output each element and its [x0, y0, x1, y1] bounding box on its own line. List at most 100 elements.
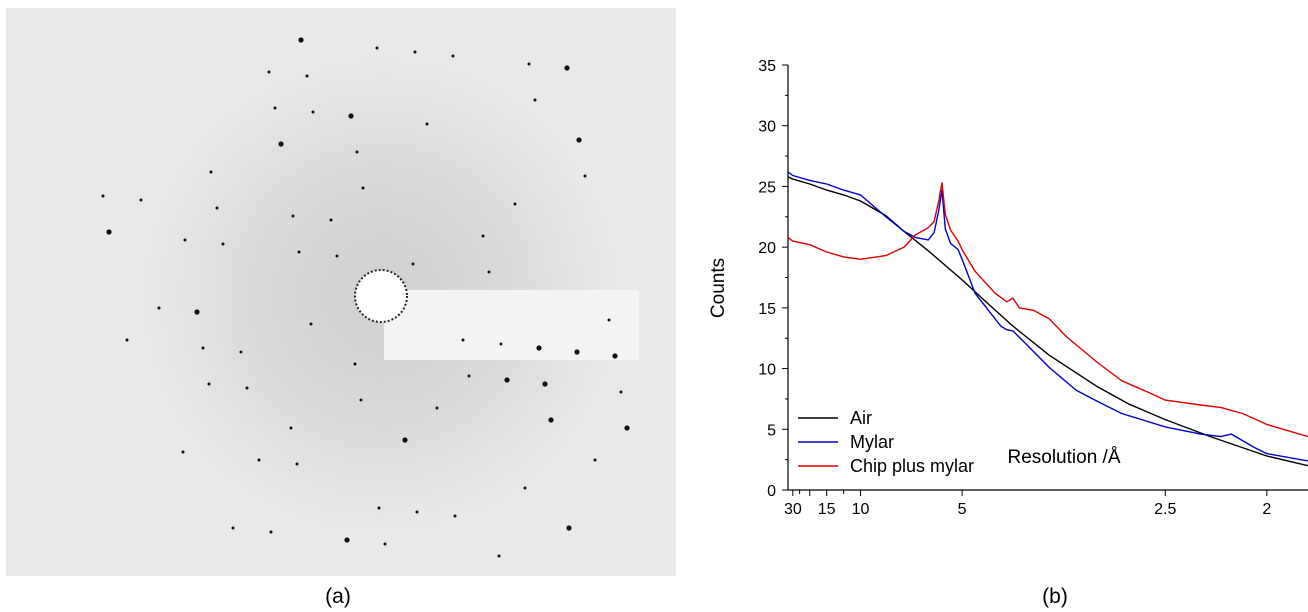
diffraction-image [6, 8, 676, 576]
y-tick-label: 0 [767, 483, 776, 500]
diffraction-spot [298, 37, 304, 43]
diffraction-spot [273, 106, 277, 110]
diffraction-spot [402, 437, 408, 443]
diffraction-spot [355, 150, 359, 154]
diffraction-spot [183, 238, 187, 242]
y-tick-label: 30 [758, 119, 776, 136]
diffraction-spot [267, 70, 271, 74]
diffraction-spot [619, 390, 623, 394]
diffraction-spot [542, 381, 548, 387]
legend-label: Chip plus mylar [850, 456, 974, 476]
diffraction-spot [504, 377, 510, 383]
diffraction-spot [548, 417, 554, 423]
diffraction-spot [461, 338, 465, 342]
diffraction-spot [497, 554, 501, 558]
diffraction-spot [209, 170, 213, 174]
resolution-chart: Counts 0 5 10 15 20 25 30 35 30 15 10 5 2.5 2 Air Myl… [708, 58, 1308, 518]
diffraction-spot [278, 141, 284, 147]
series-line-air [787, 176, 1308, 467]
diffraction-spot [125, 338, 129, 342]
y-tick-label: 15 [758, 301, 776, 318]
diffraction-spot [574, 349, 580, 355]
diffraction-spot [231, 526, 235, 530]
diffraction-spot [583, 174, 587, 178]
x-axis-label: Resolution /Å [1007, 447, 1120, 468]
diffraction-spot [106, 229, 112, 235]
diffraction-spot [139, 198, 143, 202]
diffraction-spot [207, 382, 211, 386]
y-axis: 0 5 10 15 20 25 30 35 [758, 58, 789, 500]
legend-label: Air [850, 408, 872, 428]
diffraction-spot [353, 362, 357, 366]
legend: Air Mylar Chip plus mylar [798, 408, 974, 476]
diffraction-spot [435, 406, 439, 410]
x-axis: 30 15 10 5 2.5 2 [784, 489, 1308, 518]
diffraction-spot [221, 242, 225, 246]
diffraction-spot [453, 514, 457, 518]
series-line-mylar [787, 171, 1308, 462]
y-tick-label: 35 [758, 58, 776, 75]
series-lines [787, 171, 1308, 467]
y-tick-label: 5 [767, 422, 776, 439]
y-axis-label: Counts [708, 258, 729, 318]
diffraction-spot [451, 54, 455, 58]
diffraction-spot [413, 50, 417, 54]
diffraction-spot [415, 510, 419, 514]
diffraction-spot [215, 206, 219, 210]
diffraction-spot [344, 537, 350, 543]
diffraction-spot [239, 350, 243, 354]
diffraction-spot [194, 309, 200, 315]
diffraction-spot [291, 214, 295, 218]
diffraction-spot [607, 318, 611, 322]
diffraction-spot [181, 450, 185, 454]
diffraction-spot [564, 65, 570, 71]
diffraction-spot [157, 306, 161, 310]
diffraction-spot [487, 270, 491, 274]
diffraction-spot [201, 346, 205, 350]
diffraction-spot [375, 46, 379, 50]
diffraction-spots [101, 37, 630, 558]
x-tick-label: 10 [852, 501, 870, 518]
x-tick-label: 30 [784, 501, 802, 518]
diffraction-spot [566, 525, 572, 531]
chart-panel: Counts 0 5 10 15 20 25 30 35 30 15 10 5 2.5 2 Air Myl… [700, 40, 1308, 580]
diffraction-spot [593, 458, 597, 462]
diffraction-spot [348, 113, 354, 119]
diffraction-spot [513, 202, 517, 206]
diffraction-spot [101, 194, 105, 198]
diffraction-spot [411, 262, 415, 266]
y-tick-label: 25 [758, 179, 776, 196]
x-tick-label: 2.5 [1154, 501, 1176, 518]
caption-a: (a) [325, 585, 351, 608]
x-tick-label: 2 [1262, 501, 1271, 518]
diffraction-spot [257, 458, 261, 462]
caption-b: (b) [1042, 585, 1068, 608]
diffraction-spot [311, 110, 315, 114]
diffraction-spot [576, 137, 582, 143]
x-tick-label: 15 [818, 501, 836, 518]
diffraction-spot [624, 425, 630, 431]
x-tick-label: 5 [958, 501, 967, 518]
diffraction-spot [359, 398, 363, 402]
diffraction-panel [6, 8, 676, 576]
diffraction-spot [383, 542, 387, 546]
diffraction-spot [499, 342, 503, 346]
diffraction-spot [481, 234, 485, 238]
diffraction-spot [536, 345, 542, 351]
diffraction-spot [297, 250, 301, 254]
diffraction-spot [269, 530, 273, 534]
series-line-chip-plus-mylar [787, 182, 1308, 438]
beamstop-arm [384, 290, 639, 360]
diffraction-spot [527, 62, 531, 66]
diffraction-spot [361, 186, 365, 190]
diffraction-spot [377, 506, 381, 510]
diffraction-spot [467, 374, 471, 378]
diffraction-spot [523, 486, 527, 490]
diffraction-spot [289, 426, 293, 430]
y-tick-label: 10 [758, 362, 776, 379]
diffraction-spot [309, 322, 313, 326]
legend-label: Mylar [850, 432, 894, 452]
diffraction-spot [245, 386, 249, 390]
beamstop [354, 269, 408, 323]
diffraction-spot [612, 353, 618, 359]
